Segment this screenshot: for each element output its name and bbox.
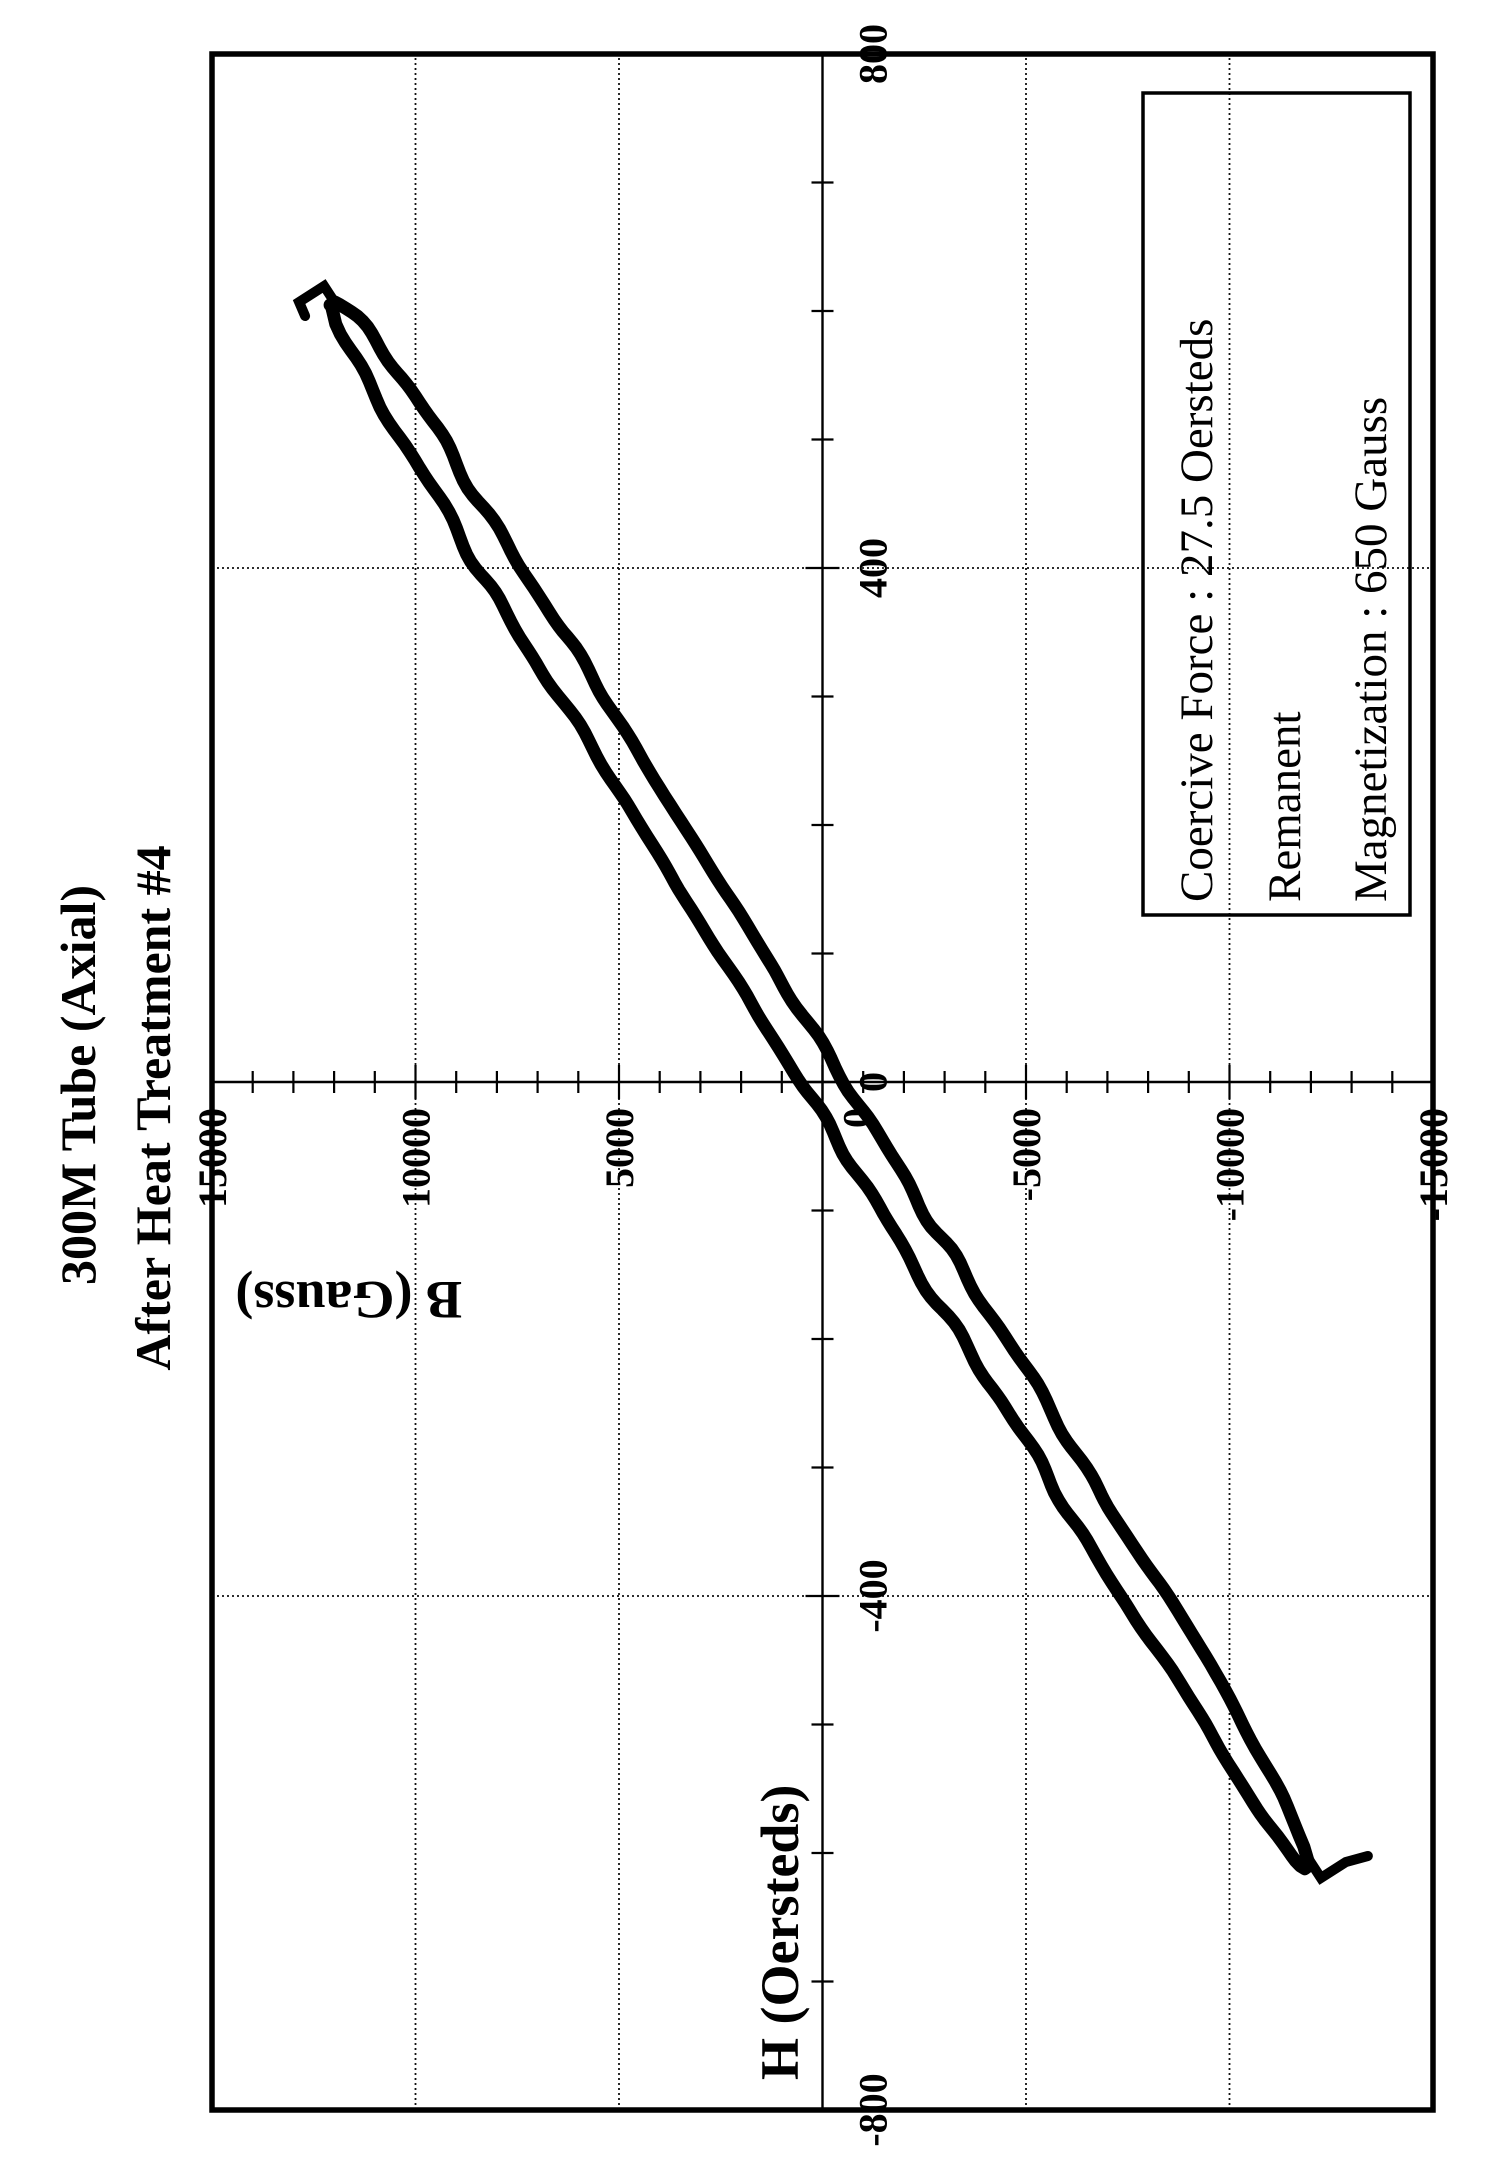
x-tick-label: 0 [851,1072,896,1092]
legend-box [1141,91,1412,917]
axis-layer [212,54,1433,2110]
legend-line-remanent: Remanent [1259,711,1311,902]
x-tick-label: 400 [851,538,896,598]
loop-tip-hook-top [292,279,343,322]
hysteresis-loop [323,295,1317,1876]
loop-layer [292,279,1373,1885]
y-axis-title: B (Gauss) [235,1270,462,1330]
x-tick-label: -400 [851,1559,896,1632]
legend-line-magnetization: Magnetization : 650 Gauss [1345,397,1397,902]
legend-line-coercive-force: Coercive Force : 27.5 Oersteds [1171,319,1223,902]
y-tick-label: -5000 [1004,1108,1049,1201]
plot-border [209,51,1436,2113]
y-tick-label: 5000 [597,1108,642,1188]
y-tick-label: -10000 [1208,1108,1253,1221]
chart-title-line2: After Heat Treatment #4 [125,845,181,1370]
chart-title-line1: 300M Tube (Axial) [50,885,106,1285]
y-tick-label: 10000 [394,1108,439,1208]
loop-tip-hook-bottom [1302,1850,1373,1885]
x-axis-title: H (Oersteds) [750,1785,810,2080]
